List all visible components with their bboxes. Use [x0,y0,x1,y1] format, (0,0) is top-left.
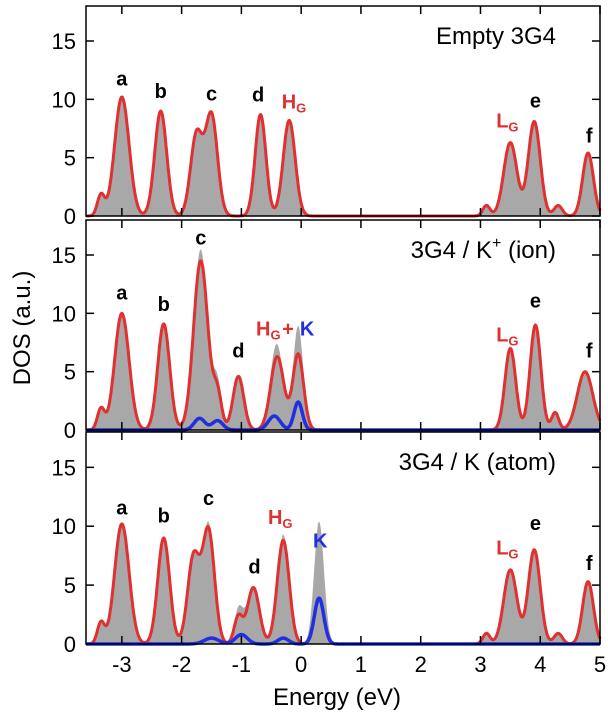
peak-label-main: c [203,488,214,510]
peak-label-h-g: HG [256,319,281,343]
peak-label-main: f [586,553,593,575]
x-tick-label: 5 [594,652,606,677]
y-axis-title: DOS (a.u.) [9,271,36,386]
peak-label-main: c [206,84,217,106]
peak-label-e: e [530,291,541,313]
peak-label-main: a [116,497,128,519]
peak-label-main: K [300,319,315,341]
peak-label-main: d [252,85,264,107]
peak-label-main: H [282,92,296,114]
peak-label-main: a [116,282,128,304]
peak-label-c: c [195,228,206,250]
panel-title-tail: (ion) [501,237,556,264]
peak-label-d: d [248,556,260,578]
peak-label-main: f [586,126,593,148]
y-tick-label: 15 [52,29,76,54]
peak-label-h-g: HG [268,507,293,531]
x-tick-label: 4 [534,652,546,677]
peak-label-subscript: G [282,516,292,531]
y-tick-label: 5 [64,360,76,385]
y-tick-label: 10 [52,87,76,112]
peak-label-main: L [496,324,508,346]
peak-label-main: L [496,537,508,559]
peak-label-+: + [282,319,294,341]
peak-label-f: f [586,553,593,575]
y-tick-label: 0 [64,204,76,229]
peak-label-main: e [530,513,541,535]
peak-label-k: K [313,530,328,552]
peak-label-main: e [530,291,541,313]
peak-label-b: b [155,81,167,103]
panel-title-main: 3G4 / K (atom) [399,449,556,476]
y-tick-label: 15 [52,455,76,480]
peak-label-d: d [232,341,244,363]
x-tick-label: -2 [172,652,192,677]
x-tick-label: -1 [232,652,252,677]
x-axis-title: Energy (eV) [273,684,401,711]
panel-title-main: 3G4 / K [411,237,492,264]
peak-label-subscript: G [508,333,518,348]
peak-label-main: L [496,110,508,132]
panel-title-3: 3G4 / K (atom) [399,449,556,476]
peak-label-main: H [268,507,282,529]
peak-label-main: + [282,319,294,341]
peak-label-main: H [256,319,270,341]
peak-label-f: f [586,126,593,148]
peak-label-subscript: G [508,546,518,561]
peak-label-main: b [158,506,170,528]
peak-label-subscript: G [296,101,306,116]
panel-title-1: Empty 3G4 [436,23,556,50]
peak-label-main: e [530,91,541,113]
peak-label-a: a [116,68,128,90]
peak-label-b: b [158,294,170,316]
peak-label-main: d [232,341,244,363]
peak-label-l-g: LG [496,537,518,561]
peak-label-d: d [252,85,264,107]
y-tick-label: 15 [52,243,76,268]
y-tick-label: 0 [64,418,76,443]
panel-title-main: Empty 3G4 [436,23,556,50]
peak-label-subscript: G [508,119,518,134]
peak-label-main: d [248,556,260,578]
peak-label-a: a [116,282,128,304]
peak-label-subscript: G [270,328,280,343]
peak-label-l-g: LG [496,324,518,348]
x-axis: -3 -2 -1 0 1 2 3 4 5 [112,652,606,677]
peak-label-c: c [203,488,214,510]
peak-label-h-g: HG [282,92,307,116]
x-tick-label: 0 [295,652,307,677]
panel-title-2: 3G4 / K+ (ion) [411,235,556,264]
peak-label-a: a [116,497,128,519]
peak-label-b: b [158,506,170,528]
panel-title-superscript: + [492,235,501,252]
peak-label-e: e [530,91,541,113]
x-tick-label: 3 [474,652,486,677]
peak-label-f: f [586,341,593,363]
peak-label-k: K [300,319,315,341]
peak-label-main: b [155,81,167,103]
peak-label-main: f [586,341,593,363]
peak-label-c: c [206,84,217,106]
y-tick-label: 5 [64,146,76,171]
y-tick-label: 0 [64,632,76,657]
peak-label-main: b [158,294,170,316]
peak-label-e: e [530,513,541,535]
x-tick-label: 1 [355,652,367,677]
total-dos-area-panel-2 [86,249,600,430]
peak-label-main: K [313,530,328,552]
peak-label-main: c [195,228,206,250]
y-tick-label: 10 [52,514,76,539]
y-tick-label: 10 [52,301,76,326]
peak-label-l-g: LG [496,110,518,134]
y-tick-label: 5 [64,573,76,598]
x-tick-label: 2 [415,652,427,677]
peak-label-main: a [116,68,128,90]
x-tick-label: -3 [112,652,132,677]
